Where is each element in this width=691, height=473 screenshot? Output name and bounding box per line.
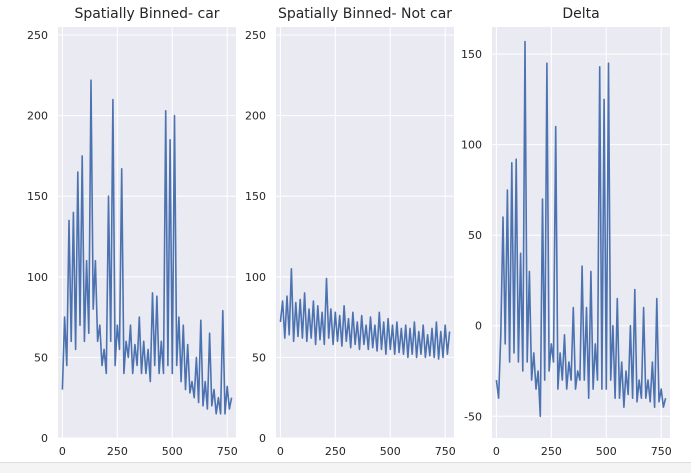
series-line-not-car bbox=[279, 267, 451, 360]
y-tick-label-car: 200 bbox=[27, 110, 48, 123]
x-tick-label-car: 0 bbox=[59, 445, 66, 458]
panel-car: 0 250 500 750 0 50 100 150 200 250 Spatially Binne… bbox=[27, 6, 238, 458]
x-tick-label-car: 500 bbox=[162, 445, 183, 458]
y-tick-label-car: 150 bbox=[27, 190, 48, 203]
y-tick-label-delta: 0 bbox=[475, 320, 482, 333]
y-tick-label-not-car: 50 bbox=[252, 351, 266, 364]
x-tick-label-not-car: 500 bbox=[380, 445, 401, 458]
y-tick-label-car: 250 bbox=[27, 29, 48, 42]
x-tick-label-car: 250 bbox=[107, 445, 128, 458]
y-tick-label-not-car: 100 bbox=[245, 271, 266, 284]
panel-delta: 0 250 500 750 -50 0 50 100 150 Delta bbox=[461, 6, 672, 458]
x-tick-label-delta: 500 bbox=[596, 445, 617, 458]
y-tick-label-not-car: 200 bbox=[245, 110, 266, 123]
x-tick-label-delta: 750 bbox=[651, 445, 672, 458]
y-tick-label-car: 50 bbox=[34, 351, 48, 364]
y-tick-label-delta: 50 bbox=[468, 229, 482, 242]
y-tick-label-delta: 150 bbox=[461, 48, 482, 61]
x-tick-label-not-car: 250 bbox=[325, 445, 346, 458]
chart-title-not-car: Spatially Binned- Not car bbox=[278, 6, 452, 22]
series-line-delta bbox=[495, 40, 667, 418]
plot-area-car bbox=[58, 27, 236, 438]
x-tick-label-not-car: 0 bbox=[277, 445, 284, 458]
y-tick-label-not-car: 150 bbox=[245, 190, 266, 203]
x-tick-label-not-car: 750 bbox=[435, 445, 456, 458]
x-tick-label-delta: 0 bbox=[493, 445, 500, 458]
plot-area-not-car bbox=[276, 27, 454, 438]
window-bottom-edge bbox=[0, 462, 691, 473]
panel-not-car: 0 250 500 750 0 50 100 150 200 250 Spatially Binne… bbox=[245, 6, 456, 458]
y-tick-label-not-car: 0 bbox=[259, 432, 266, 445]
y-tick-label-delta: -50 bbox=[464, 410, 482, 423]
series-line-car bbox=[61, 79, 233, 415]
x-tick-label-car: 750 bbox=[217, 445, 238, 458]
y-tick-label-delta: 100 bbox=[461, 139, 482, 152]
chart-title-delta: Delta bbox=[562, 6, 599, 22]
chart-title-car: Spatially Binned- car bbox=[74, 6, 219, 22]
y-tick-label-not-car: 250 bbox=[245, 29, 266, 42]
plot-area-delta bbox=[492, 27, 670, 438]
x-tick-label-delta: 250 bbox=[541, 445, 562, 458]
y-tick-label-car: 0 bbox=[41, 432, 48, 445]
y-tick-label-car: 100 bbox=[27, 271, 48, 284]
